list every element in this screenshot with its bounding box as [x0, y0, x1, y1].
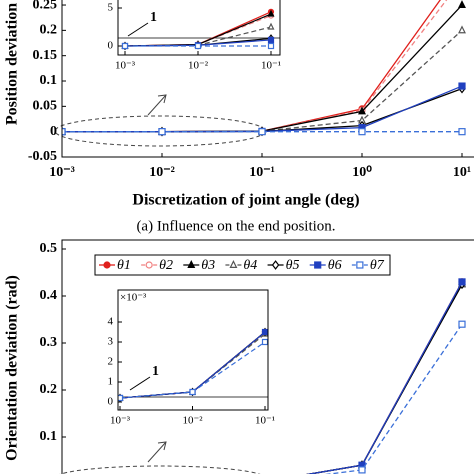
y-axis-label: Orientation deviation (rad) — [4, 275, 21, 461]
marker — [358, 106, 366, 115]
y-tick-label: 0.3 — [40, 335, 58, 350]
legend-label: θ3 — [201, 258, 215, 273]
marker — [458, 0, 466, 9]
y-tick-label: 0.05 — [33, 99, 58, 114]
pointer-arrow — [147, 441, 167, 463]
plot-frame — [117, 289, 269, 411]
annotation-arrow — [129, 376, 151, 391]
marker — [267, 9, 275, 17]
caption: (a) Influence on the end position. — [136, 218, 335, 234]
plot-area — [121, 8, 275, 51]
marker — [189, 388, 196, 396]
marker — [314, 261, 322, 269]
plot-frame — [61, 0, 474, 158]
pointer-arrow — [147, 94, 167, 116]
marker — [458, 128, 466, 136]
marker — [458, 25, 466, 34]
x-tick-label: 10¹ — [453, 165, 471, 180]
arrow-head — [157, 441, 167, 451]
y-tick-label: 0 — [50, 124, 57, 139]
y-tick-label: 5 — [108, 2, 114, 14]
marker — [229, 260, 238, 268]
marker — [145, 261, 153, 269]
plot-frame — [117, 0, 281, 56]
y-tick-label: 3 — [108, 336, 114, 348]
marker — [194, 42, 202, 50]
x-tick-label: 10⁻¹ — [255, 415, 275, 427]
y-tick-label: 0.2 — [40, 23, 58, 38]
marker — [271, 260, 280, 270]
legend-box — [94, 254, 391, 276]
plot-frame — [61, 239, 474, 474]
y-tick-label: 1 — [108, 376, 114, 388]
marker — [358, 466, 366, 474]
axis-multiplier: ×10⁻³ — [120, 292, 147, 304]
plot-area — [62, 0, 466, 137]
marker — [267, 42, 275, 50]
x-tick-label: 10⁻³ — [115, 60, 136, 72]
legend-label: θ7 — [370, 258, 385, 273]
chart: -0.05 0 0.05 0.1 0.15 0.2 0.25 10⁻³ 10⁻² 10⁻¹ 10⁰ 1… — [28, 0, 474, 180]
marker — [267, 36, 275, 44]
plot-area — [118, 327, 268, 403]
arrow-head — [157, 94, 167, 104]
x-tick-label: 10⁰ — [352, 165, 372, 180]
marker — [356, 261, 364, 269]
y-tick-label: 0.15 — [33, 48, 58, 63]
x-axis-label: Discretization of joint angle (deg) — [132, 192, 359, 209]
marker — [103, 261, 111, 269]
annotation: 1 — [150, 10, 157, 25]
y-tick-label: -0.05 — [28, 149, 57, 164]
y-tick-label: 0.25 — [33, 0, 58, 12]
x-tick-label: 10⁻¹ — [249, 165, 275, 180]
x-tick-label: 10⁻³ — [110, 415, 131, 427]
x-tick-label: 10⁻² — [182, 415, 203, 427]
y-tick-label: 0.4 — [40, 288, 58, 303]
x-tick-label: 10⁻² — [149, 165, 175, 180]
chart: 0.1 0.2 0.3 0.4 0.5 θ1 θ2 θ3 θ4 θ5 θ6 θ7 — [40, 239, 474, 474]
marker — [62, 128, 66, 136]
marker — [261, 328, 268, 336]
chart: 0 5 10⁻³ 10⁻² 10⁻¹ 1 — [108, 0, 281, 72]
y-tick-label: 0.2 — [40, 382, 58, 397]
x-tick-label: 10⁻² — [188, 60, 209, 72]
legend-label: θ4 — [243, 258, 257, 273]
legend-label: θ5 — [286, 258, 300, 273]
marker — [261, 338, 268, 346]
y-tick-label: 0.1 — [40, 73, 58, 88]
marker — [121, 42, 129, 50]
marker — [158, 128, 166, 136]
x-tick-label: 10⁻¹ — [261, 60, 281, 72]
series-line — [306, 281, 463, 474]
marker — [458, 320, 466, 328]
marker — [258, 128, 266, 136]
plot-area — [306, 278, 466, 474]
y-tick-label: 0.1 — [40, 429, 58, 444]
y-tick-label: 4 — [108, 316, 114, 328]
legend-label: θ2 — [159, 258, 173, 273]
marker — [187, 260, 196, 268]
legend-label: θ1 — [117, 258, 131, 273]
y-tick-label: 0.5 — [40, 241, 58, 256]
marker — [358, 128, 366, 136]
marker — [118, 394, 124, 402]
y-axis-label: Position deviation (m) — [4, 0, 21, 125]
marker — [458, 278, 466, 286]
x-tick-label: 10⁻³ — [49, 165, 75, 180]
annotation: 1 — [152, 364, 159, 379]
annotation-arrow — [127, 22, 149, 37]
marker — [458, 82, 466, 90]
y-tick-label: 0 — [108, 396, 114, 408]
chart: 0 1 2 3 4 10⁻³ 10⁻² 10⁻¹ 1 ×10⁻³ — [108, 289, 275, 427]
legend-label: θ6 — [328, 258, 342, 273]
y-tick-label: 0 — [108, 40, 114, 52]
marker — [267, 22, 275, 30]
y-tick-label: 2 — [108, 356, 114, 368]
